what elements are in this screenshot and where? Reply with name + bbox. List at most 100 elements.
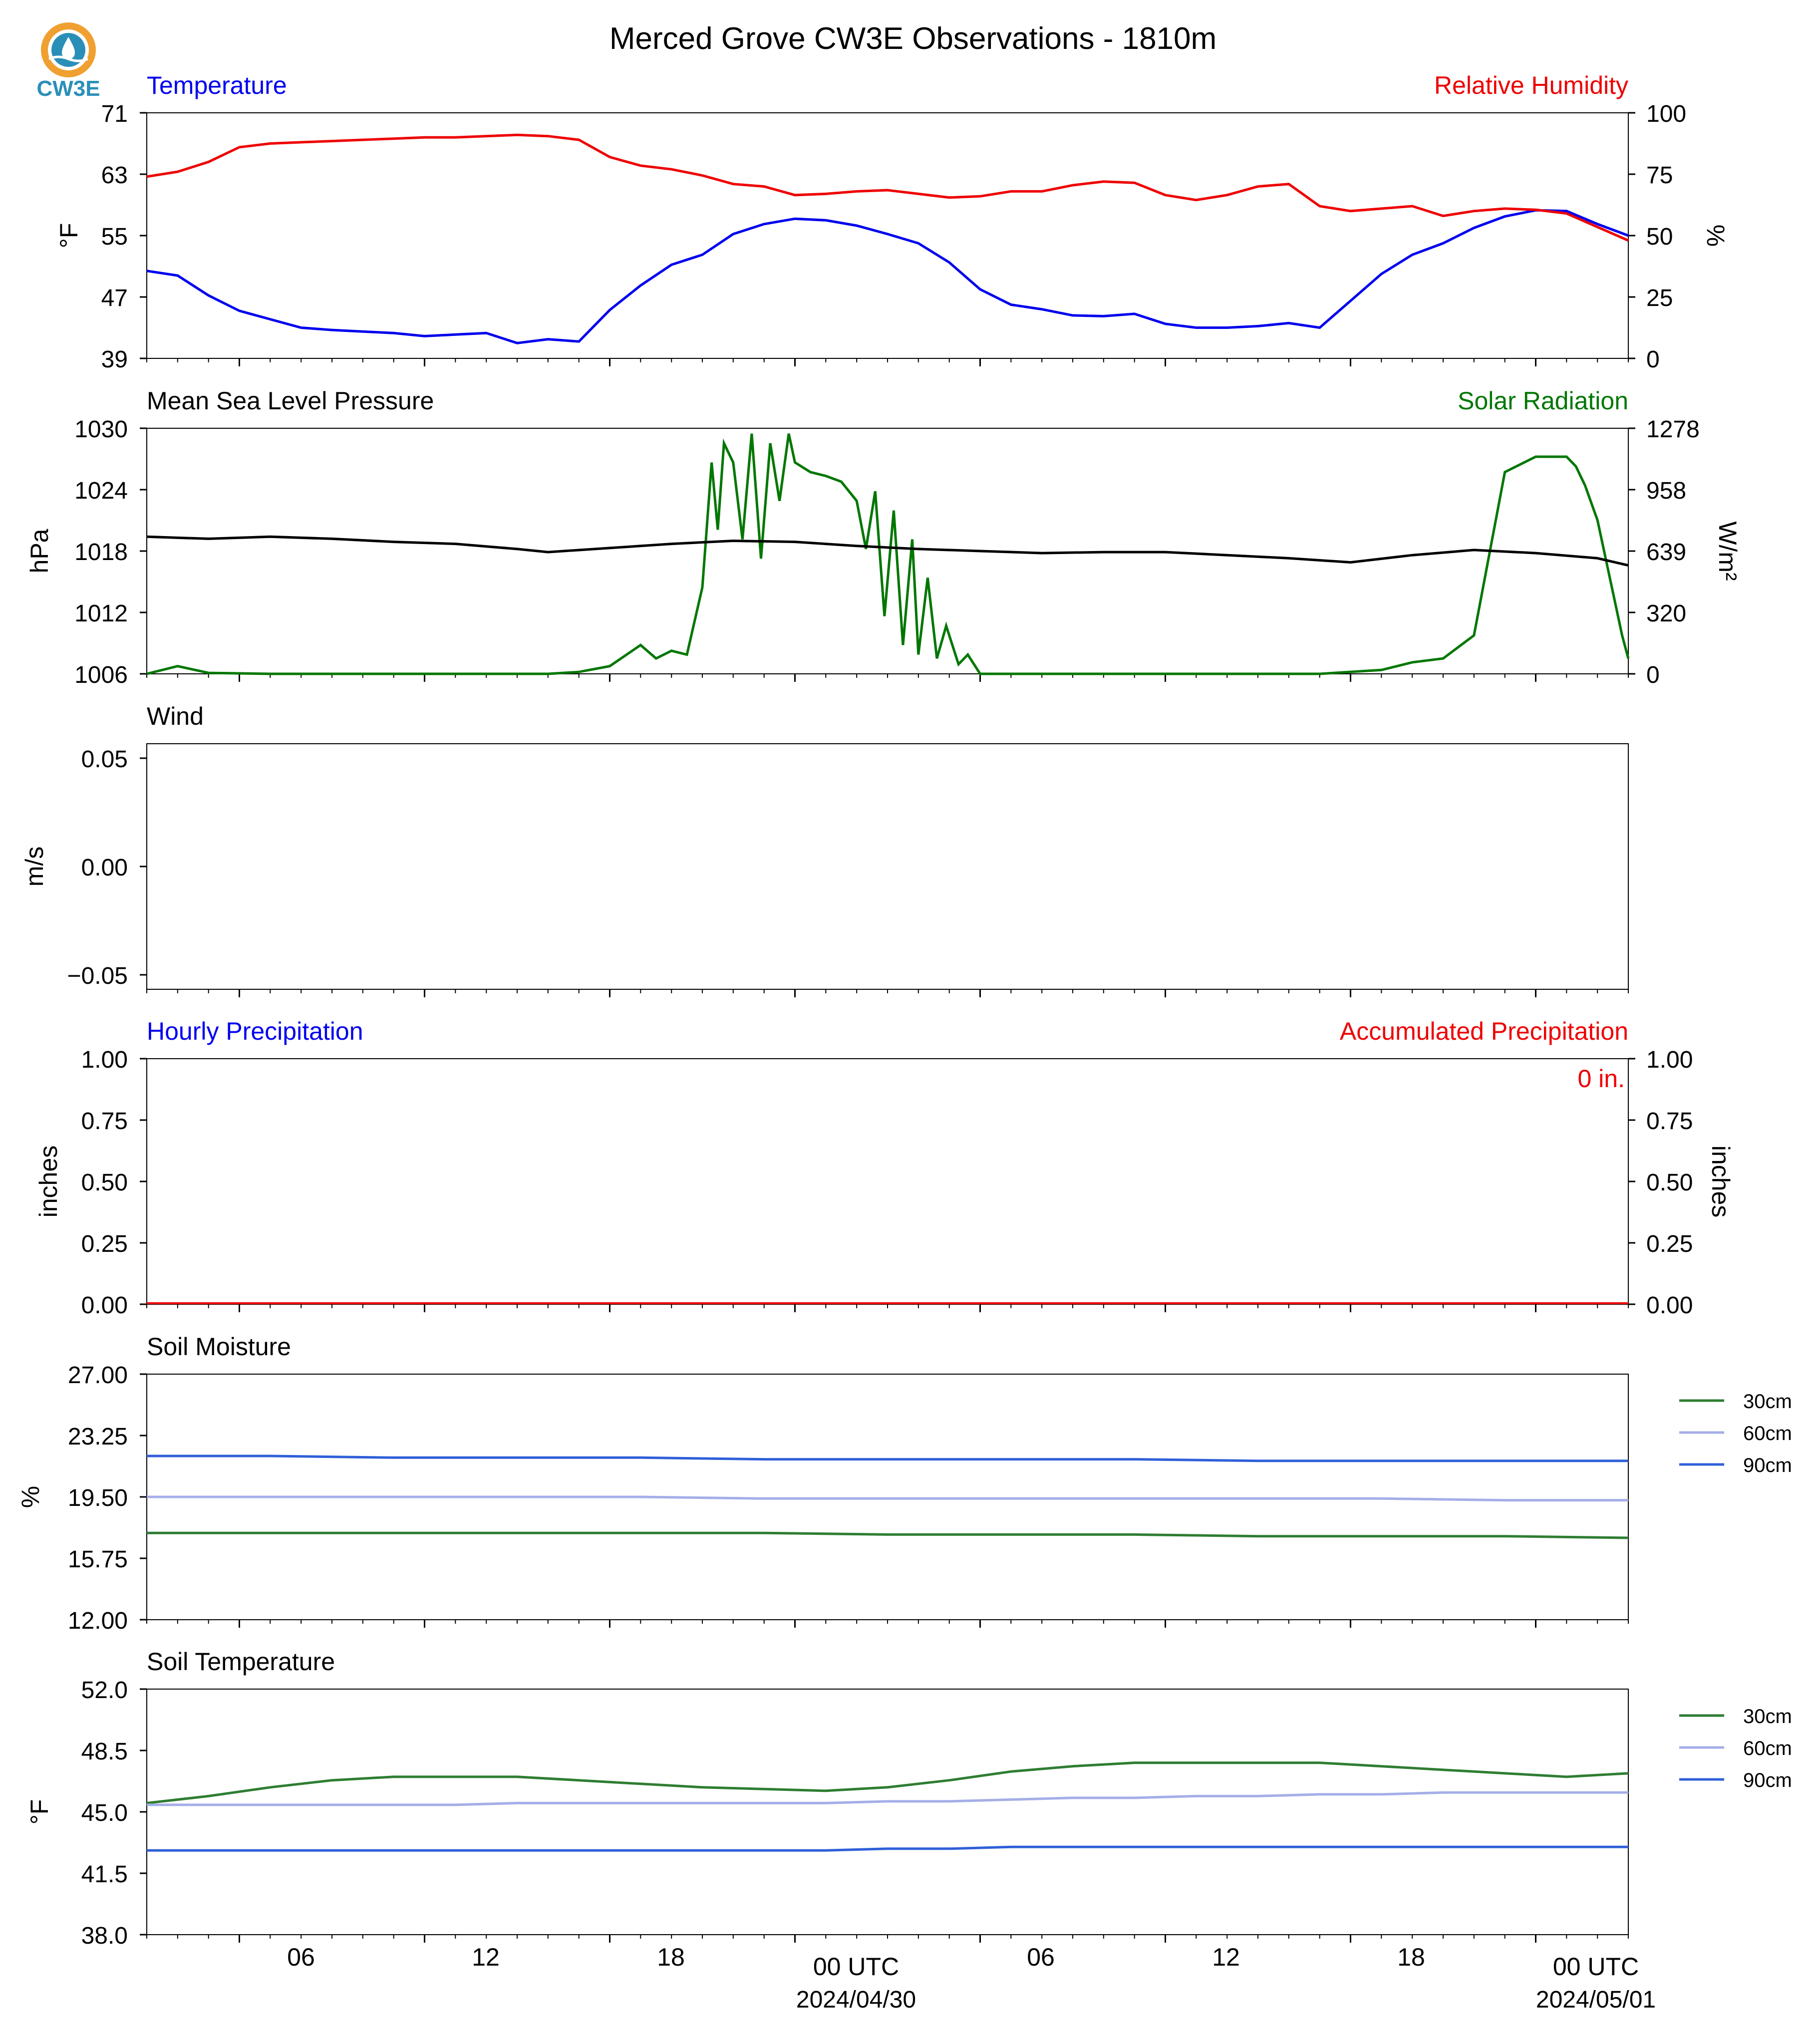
temperature-ytick-label: 39	[101, 346, 128, 373]
precip-x-ticks	[146, 1304, 1629, 1312]
soil-moisture-x-ticks	[146, 1620, 1629, 1628]
humidity-ytick-label: 0	[1646, 346, 1660, 373]
accum-precip-ytick-label: 0.50	[1646, 1169, 1693, 1196]
logo-text: CW3E	[36, 76, 100, 101]
wind-ylabel: m/s	[20, 847, 48, 887]
figure-title: Merced Grove CW3E Observations - 1810m	[609, 21, 1216, 56]
wind-ytick-label: 0.00	[81, 855, 128, 881]
wind-ytick-label: 0.05	[81, 746, 128, 773]
time-tick-label: 18	[1397, 1943, 1425, 1971]
precip-ylabel: inches	[34, 1146, 62, 1218]
panel-temperature-humidity: Temperature Relative Humidity 71 63 55 4…	[55, 71, 1730, 373]
temperature-ytick-label: 63	[101, 162, 128, 189]
accum-precip-ytick-label: 0.00	[1646, 1292, 1693, 1319]
legend-label-60cm: 60cm	[1743, 1423, 1792, 1445]
solar-title: Solar Radiation	[1458, 387, 1628, 415]
soil-moisture-legend: 30cm 60cm 90cm	[1679, 1391, 1792, 1476]
time-tick-label: 06	[1027, 1943, 1055, 1971]
solar-ytick-label: 0	[1646, 662, 1660, 688]
time-tick-label: 00 UTC	[1553, 1953, 1639, 1981]
panel-pressure-solar: Mean Sea Level Pressure Solar Radiation …	[25, 387, 1742, 688]
panel-precipitation: Hourly Precipitation Accumulated Precipi…	[34, 1017, 1735, 1319]
temperature-y-axis: 71 63 55 47 39	[101, 101, 147, 373]
accum-precip-y-axis: 1.00 0.75 0.50 0.25 0.00	[1628, 1047, 1693, 1319]
accum-precip-total-label: 0 in.	[1577, 1065, 1625, 1093]
precip-ytick-label: 1.00	[81, 1047, 128, 1073]
wind-ytick-label: −0.05	[67, 963, 128, 989]
legend-label-30cm: 30cm	[1743, 1706, 1792, 1728]
solar-ytick-label: 639	[1646, 539, 1686, 566]
time-tick-label: 12	[1212, 1943, 1240, 1971]
soil-moisture-ylabel: %	[16, 1486, 44, 1508]
humidity-ytick-label: 75	[1646, 162, 1673, 189]
soil-temperature-title: Soil Temperature	[147, 1648, 335, 1676]
temperature-x-ticks	[146, 358, 1629, 366]
precip-ytick-label: 0.25	[81, 1231, 128, 1257]
soil-moisture-y-axis: 27.00 23.25 19.50 15.75 12.00	[68, 1362, 147, 1634]
temperature-series-line	[146, 209, 1629, 344]
soil-temperature-60cm-line	[147, 1791, 1628, 1806]
accum-precip-ytick-label: 0.75	[1646, 1108, 1693, 1135]
soil-moisture-ytick-label: 15.75	[68, 1546, 128, 1573]
soil-moisture-ytick-label: 12.00	[68, 1608, 128, 1634]
wind-y-axis: 0.05 0.00 −0.05	[67, 746, 147, 989]
temperature-ytick-label: 71	[101, 101, 128, 127]
legend-label-90cm: 90cm	[1743, 1769, 1792, 1791]
pressure-series-line	[146, 535, 1629, 567]
logo-drop-icon	[62, 37, 75, 59]
soil-temperature-x-ticks	[146, 1935, 1629, 1943]
soil-moisture-60cm-line	[147, 1495, 1628, 1502]
wind-title: Wind	[147, 702, 204, 730]
soil-temperature-90cm-line	[147, 1845, 1628, 1852]
pressure-ytick-label: 1024	[74, 478, 128, 504]
legend-label-60cm: 60cm	[1743, 1738, 1792, 1759]
soil-temperature-ytick-label: 48.5	[81, 1738, 128, 1765]
humidity-ytick-label: 25	[1646, 285, 1673, 311]
accum-precip-ytick-label: 0.25	[1646, 1231, 1693, 1257]
panel-soil-temperature: Soil Temperature 52.0 48.5 45.0 41.5 38.…	[25, 1648, 1792, 1949]
hourly-precip-title: Hourly Precipitation	[147, 1017, 363, 1045]
precip-ytick-label: 0.50	[81, 1169, 128, 1196]
accum-precip-ylabel: inches	[1707, 1146, 1735, 1218]
humidity-title: Relative Humidity	[1434, 71, 1628, 99]
humidity-ylabel: %	[1702, 225, 1730, 247]
pressure-title: Mean Sea Level Pressure	[147, 387, 434, 415]
solar-series-line	[146, 433, 1630, 675]
solar-ytick-label: 958	[1646, 478, 1686, 504]
legend-label-30cm: 30cm	[1743, 1391, 1792, 1413]
solar-ylabel: W/m²	[1714, 521, 1742, 580]
solar-ytick-label: 1278	[1646, 416, 1700, 443]
pressure-y-axis: 1030 1024 1018 1012 1006	[74, 416, 147, 688]
soil-temperature-ytick-label: 38.0	[81, 1923, 128, 1949]
soil-moisture-ytick-label: 19.50	[68, 1485, 128, 1511]
panel-soil-moisture: Soil Moisture 27.00 23.25 19.50 15.75 12…	[16, 1333, 1792, 1634]
time-tick-label: 12	[472, 1943, 500, 1971]
accum-precip-ytick-label: 1.00	[1646, 1047, 1693, 1073]
temperature-ylabel: °F	[55, 223, 83, 249]
soil-temperature-30cm-line	[146, 1761, 1629, 1804]
temperature-title: Temperature	[147, 71, 287, 99]
soil-temperature-ytick-label: 52.0	[81, 1677, 128, 1704]
soil-moisture-ytick-label: 27.00	[68, 1362, 128, 1389]
precip-ytick-label: 0.00	[81, 1292, 128, 1319]
pressure-ytick-label: 1018	[74, 539, 128, 566]
humidity-series-line	[146, 133, 1629, 242]
pressure-ytick-label: 1006	[74, 662, 128, 688]
temperature-ytick-label: 55	[101, 224, 128, 250]
time-axis-labels: 06 12 18 00 UTC 06 12 18 00 UTC 2024/04/…	[287, 1943, 1656, 2013]
soil-moisture-title: Soil Moisture	[147, 1333, 291, 1361]
time-tick-label: 06	[287, 1943, 315, 1971]
soil-moisture-90cm-line	[147, 1454, 1628, 1462]
solar-y-axis: 1278 958 639 320 0	[1628, 416, 1700, 688]
soil-temperature-y-axis: 52.0 48.5 45.0 41.5 38.0	[81, 1677, 147, 1949]
precip-y-axis: 1.00 0.75 0.50 0.25 0.00	[81, 1047, 147, 1319]
date-label: 2024/04/30	[796, 1987, 916, 2013]
solar-ytick-label: 320	[1646, 600, 1686, 627]
accum-precip-title: Accumulated Precipitation	[1340, 1017, 1628, 1045]
logo-wave-icon	[48, 55, 88, 62]
precip-ytick-label: 0.75	[81, 1108, 128, 1135]
pressure-ytick-label: 1030	[74, 416, 128, 443]
humidity-ytick-label: 100	[1646, 101, 1686, 127]
soil-temperature-ytick-label: 45.0	[81, 1800, 128, 1826]
